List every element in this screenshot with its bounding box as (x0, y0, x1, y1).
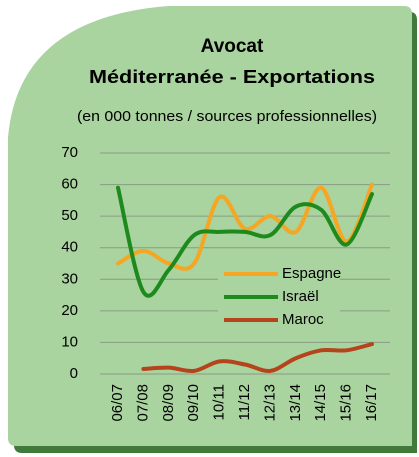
y-tick-label: 20 (61, 302, 78, 319)
chart-note: (en 000 tonnes / sources professionnelle… (77, 108, 377, 125)
chart-subtitle: Méditerranée - Exportations (89, 67, 375, 87)
x-tick-label: 15/16 (338, 384, 355, 422)
y-tick-label: 30 (61, 270, 78, 287)
legend-label: Maroc (282, 311, 324, 328)
series-line (116, 185, 374, 298)
y-tick-label: 60 (61, 176, 78, 193)
x-tick-label: 16/17 (363, 384, 380, 422)
legend: Espagne Israël Maroc (218, 262, 341, 332)
y-tick-label: 10 (61, 333, 78, 350)
x-tick-label: 09/10 (185, 384, 202, 422)
x-tick-label: 12/13 (261, 384, 278, 422)
series-line (141, 342, 374, 374)
x-tick-label: 10/11 (211, 384, 228, 420)
x-tick-label: 11/12 (236, 384, 253, 420)
background (8, 6, 412, 446)
y-tick-label: 70 (61, 144, 78, 161)
legend-label: Espagne (282, 265, 341, 282)
chart-title: Avocat (201, 36, 264, 57)
x-tick-label: 08/09 (160, 384, 177, 422)
x-tick-label: 07/08 (134, 384, 151, 422)
y-tick-label: 0 (70, 365, 78, 382)
x-tick-label: 13/14 (287, 384, 304, 422)
y-tick-label: 50 (61, 207, 78, 224)
series-line (116, 182, 374, 271)
x-tick-label: 06/07 (109, 384, 126, 422)
legend-label: Israël (282, 288, 319, 305)
y-tick-label: 40 (61, 239, 78, 256)
x-tick-label: 14/15 (312, 384, 329, 422)
